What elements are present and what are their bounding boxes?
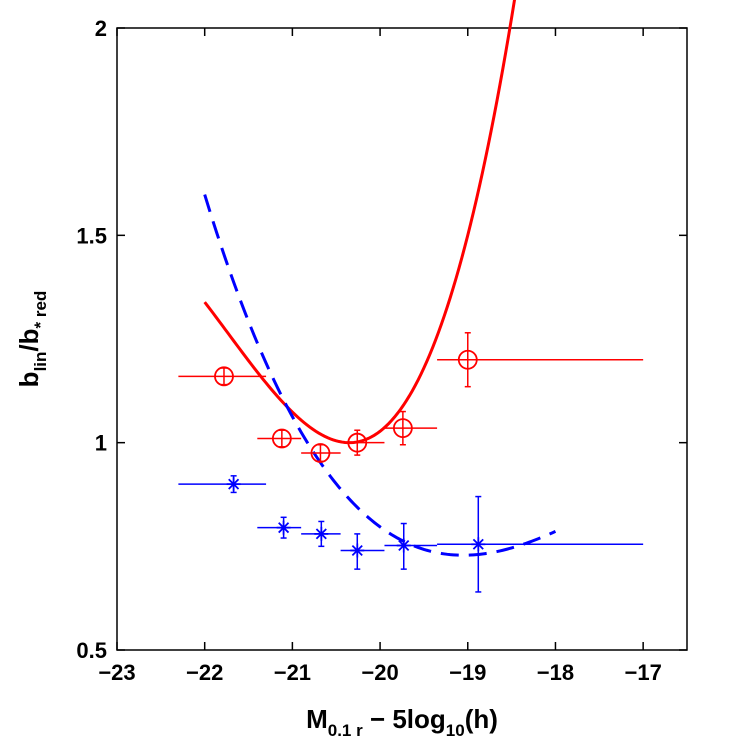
x-tick-labels: −23 −22 −21 −20 −19 −18 −17 — [98, 660, 661, 685]
x-tick-label: −20 — [361, 660, 398, 685]
blue-point — [384, 522, 438, 570]
red-marker — [457, 349, 478, 370]
x-tick-label: −18 — [537, 660, 574, 685]
red-fit — [203, 0, 517, 445]
red-point — [340, 429, 385, 456]
x-tick-label: −17 — [624, 660, 661, 685]
blue-fit — [203, 194, 557, 557]
red-point — [257, 428, 302, 449]
red-point — [384, 410, 438, 446]
x-tick-label: −21 — [274, 660, 311, 685]
y-tick-label: 1 — [95, 431, 107, 456]
plot-area — [116, 27, 688, 651]
y-axis-label: blin/b* red — [14, 291, 50, 388]
x-tick-label: −19 — [449, 660, 486, 685]
fit-curves — [203, 0, 557, 557]
red-marker — [392, 418, 413, 439]
y-tick-label: 0.5 — [76, 638, 107, 663]
x-tick-label: −23 — [98, 660, 135, 685]
x-axis-label: M0.1 r − 5log10(h) — [306, 704, 498, 740]
axis-ticks — [116, 27, 687, 651]
y-tick-labels: 0.5 1 1.5 2 — [76, 16, 107, 663]
data-points — [178, 332, 644, 593]
blue-point — [257, 516, 302, 539]
red-point — [301, 443, 341, 463]
x-tick-label: −22 — [186, 660, 223, 685]
y-tick-label: 1.5 — [76, 223, 107, 248]
red-marker — [214, 366, 234, 387]
red-point — [178, 366, 267, 387]
blue-point — [301, 520, 341, 548]
red-marker — [271, 428, 292, 449]
red-marker — [347, 432, 368, 453]
red-marker — [310, 443, 331, 463]
blue-point — [437, 495, 644, 593]
blue-point — [340, 533, 385, 570]
blue-point — [178, 475, 267, 494]
y-tick-label: 2 — [95, 16, 107, 41]
red-point — [437, 332, 644, 388]
